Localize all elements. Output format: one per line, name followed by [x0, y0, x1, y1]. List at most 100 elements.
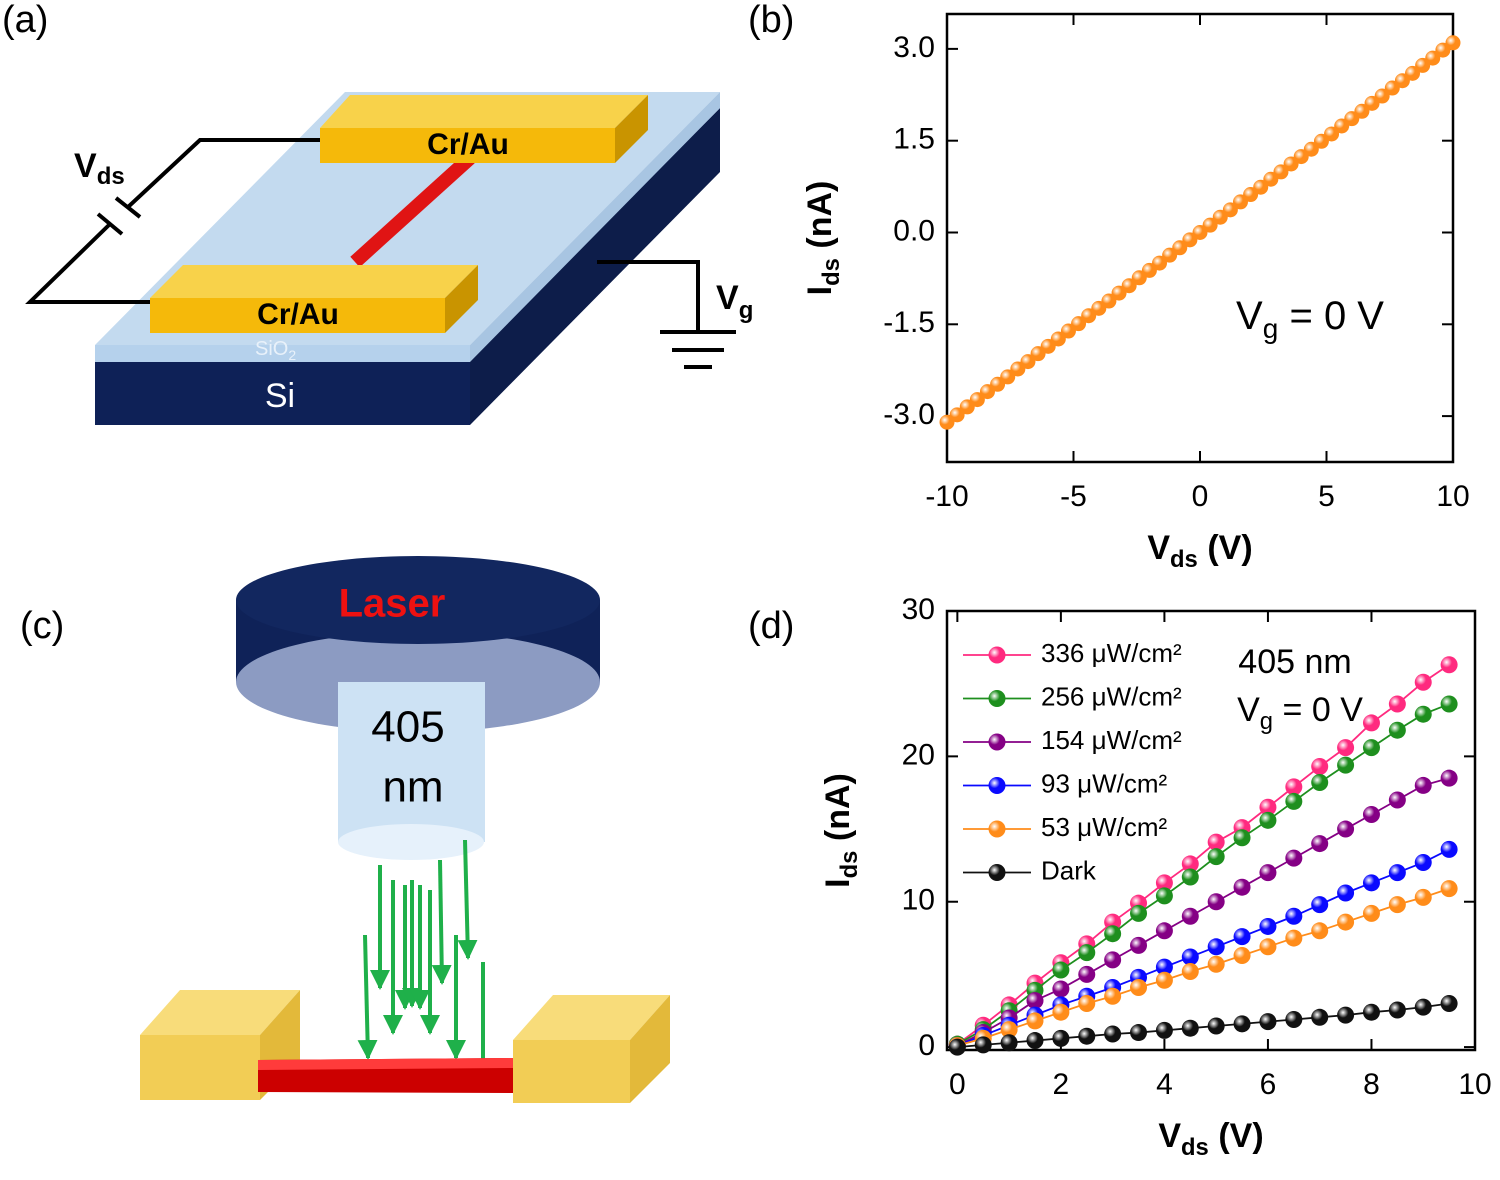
data-point	[1222, 202, 1238, 218]
y-tick-label: 0.0	[893, 214, 935, 247]
data-point	[1337, 739, 1355, 757]
symbol: V	[1237, 691, 1260, 729]
data-point	[1362, 904, 1380, 922]
subscript: g	[1260, 708, 1273, 735]
data-point	[1181, 1019, 1199, 1037]
data-point	[1207, 833, 1225, 851]
data-point	[1374, 88, 1390, 104]
data-point	[1130, 904, 1148, 922]
x-tick-label: 8	[1363, 1068, 1380, 1101]
beam-end	[338, 824, 484, 860]
ray	[457, 839, 478, 960]
data-point	[1440, 994, 1458, 1012]
substrate-side	[470, 108, 720, 425]
subscript: ds	[818, 258, 845, 286]
data-point	[1414, 853, 1432, 871]
data-point	[969, 392, 985, 408]
data-point	[1052, 1003, 1070, 1021]
wire	[126, 138, 320, 209]
data-point	[1445, 35, 1461, 51]
data-point	[1233, 947, 1251, 965]
data-point	[1121, 278, 1137, 294]
data-point	[1104, 1025, 1122, 1043]
data-point	[1285, 778, 1303, 796]
data-point	[1052, 980, 1070, 998]
data-point	[1101, 293, 1117, 309]
symbol: V	[74, 147, 97, 185]
electrode-label: Cr/Au	[257, 298, 339, 331]
y-tick-label: 10	[902, 884, 935, 917]
data-point	[1181, 907, 1199, 925]
data-point	[1071, 316, 1087, 332]
data-point	[1104, 925, 1122, 943]
annotation: Vg = 0 V	[1237, 691, 1363, 735]
data-point	[1078, 944, 1096, 962]
data-point	[1388, 695, 1406, 713]
data-point	[1000, 1021, 1018, 1039]
data-point	[1285, 849, 1303, 867]
data-point	[1233, 878, 1251, 896]
data-point	[1414, 673, 1432, 691]
x-tick-label: 10	[1436, 480, 1469, 513]
panel-label: (d)	[748, 605, 794, 647]
data-point	[1050, 331, 1066, 347]
laser-top	[236, 556, 600, 644]
y-axis-label: Ids (nA)	[819, 773, 863, 888]
x-tick-label: 0	[949, 1068, 966, 1101]
data-point	[1414, 705, 1432, 723]
y-tick-label: 20	[902, 738, 935, 771]
symbol: SiO	[255, 338, 288, 360]
data-point	[1259, 938, 1277, 956]
legend-label: 154 μW/cm²	[1041, 725, 1182, 755]
wire	[597, 260, 700, 330]
legend-label: 93 μW/cm²	[1041, 768, 1168, 798]
data-point	[1155, 874, 1173, 892]
subscript: ds	[1170, 546, 1198, 573]
data-point	[1273, 164, 1289, 180]
electrode-front	[320, 128, 615, 163]
data-point	[1207, 938, 1225, 956]
y-tick-label: -3.0	[883, 398, 935, 431]
annotation: 405 nm	[1238, 643, 1351, 681]
x-axis-label: Vds (V)	[1147, 529, 1252, 573]
x-tick-label: 4	[1156, 1068, 1173, 1101]
data-point	[1026, 1032, 1044, 1050]
data-point	[1324, 126, 1340, 142]
data-point	[1104, 913, 1122, 931]
data-point	[1362, 739, 1380, 757]
electrode-front	[150, 298, 445, 333]
data-point	[1337, 913, 1355, 931]
rest: (V)	[1218, 1117, 1263, 1155]
data-point	[1440, 840, 1458, 858]
electrode-side	[445, 265, 478, 333]
data-point	[1303, 141, 1319, 157]
vds-label: Vds	[74, 147, 125, 190]
data-point	[1362, 1003, 1380, 1021]
y-tick-label: 3.0	[893, 31, 935, 64]
data-point	[1285, 929, 1303, 947]
device-diagram: Cr/Au Cr/Au Vds Vg SiO2 Si	[25, 92, 754, 425]
data-point	[1337, 1006, 1355, 1024]
x-axis-label: Vds (V)	[1158, 1117, 1263, 1161]
subscript: g	[739, 297, 754, 324]
data-point	[1440, 695, 1458, 713]
data-point	[1362, 874, 1380, 892]
rest: (nA)	[801, 181, 839, 249]
data-point	[974, 1036, 992, 1054]
oxide-label: SiO2	[255, 338, 296, 362]
substrate-front	[95, 362, 470, 425]
data-point	[1311, 835, 1329, 853]
data-point	[1155, 958, 1173, 976]
data-point	[1425, 50, 1441, 66]
channel-top	[258, 1058, 515, 1070]
data-point	[1130, 978, 1148, 996]
legend-label: 256 μW/cm²	[1041, 681, 1182, 711]
rest: (nA)	[819, 773, 857, 841]
data-point	[1414, 888, 1432, 906]
data-point	[1207, 848, 1225, 866]
data-point	[1259, 811, 1277, 829]
data-point	[1026, 1012, 1044, 1030]
legend-marker	[988, 820, 1006, 838]
pad-top	[140, 990, 300, 1035]
